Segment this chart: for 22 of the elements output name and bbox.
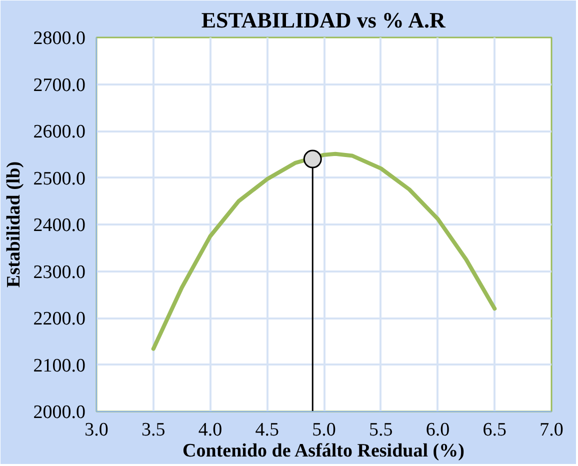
y-tick-label: 2700.0 [33, 74, 86, 96]
chart-title: ESTABILIDAD vs % A.R [201, 8, 447, 32]
y-tick-label: 2400.0 [33, 215, 86, 236]
x-tick-label: 3.0 [84, 420, 108, 440]
x-tick-label: 4.0 [198, 420, 222, 440]
y-tick-label: 2300.0 [33, 262, 86, 283]
x-tick-label: 5.5 [369, 420, 393, 440]
y-tick-label: 2100.0 [33, 355, 86, 376]
x-tick-label: 5.0 [312, 420, 336, 440]
y-tick-label: 2200.0 [33, 308, 86, 330]
x-tick-label: 3.5 [142, 420, 166, 440]
y-tick-label: 2000.0 [33, 402, 86, 423]
x-axis-title: Contenido de Asfálto Residual (%) [182, 440, 464, 462]
y-tick-label: 2800.0 [33, 28, 86, 49]
y-tick-label: 2500.0 [33, 168, 86, 190]
line-series [151, 152, 497, 351]
x-tick-label: 7.0 [540, 420, 564, 440]
x-tick-label: 6.5 [482, 420, 506, 440]
y-axis-title: Estabilidad (lb) [3, 161, 24, 288]
y-tick-label: 2600.0 [33, 122, 86, 142]
x-tick-label: 4.5 [255, 420, 279, 440]
x-tick-label: 6.0 [426, 420, 450, 440]
